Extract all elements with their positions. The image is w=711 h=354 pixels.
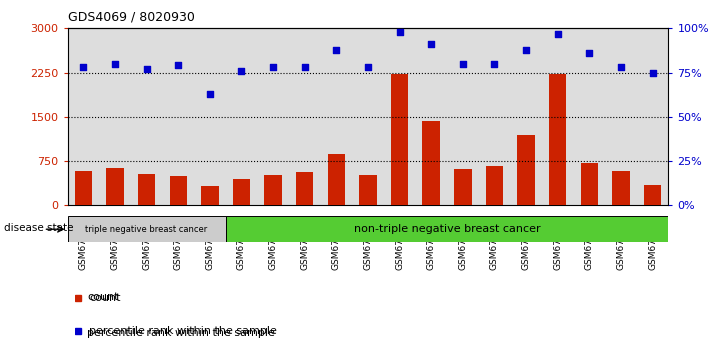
Bar	[510, 28, 542, 205]
Bar	[201, 187, 218, 205]
Point	[457, 61, 469, 67]
Bar	[162, 28, 194, 205]
Text: disease state: disease state	[4, 223, 73, 233]
Bar	[289, 28, 321, 205]
Bar	[131, 28, 162, 205]
Point	[488, 61, 500, 67]
Bar	[518, 135, 535, 205]
Point	[173, 63, 184, 68]
Bar	[479, 28, 510, 205]
Bar	[644, 185, 661, 205]
Bar	[68, 216, 225, 242]
Bar	[328, 154, 345, 205]
Text: triple negative breast cancer: triple negative breast cancer	[85, 225, 208, 234]
Bar	[384, 28, 415, 205]
Point	[647, 70, 658, 75]
Bar	[549, 74, 567, 205]
Bar	[574, 28, 605, 205]
Point	[520, 47, 532, 52]
Point	[362, 64, 374, 70]
Point	[299, 64, 311, 70]
Bar	[359, 175, 377, 205]
Bar	[225, 28, 257, 205]
Bar	[352, 28, 384, 205]
Point	[552, 31, 563, 36]
Point	[77, 64, 89, 70]
Point	[204, 91, 215, 97]
Point	[331, 47, 342, 52]
Bar	[605, 28, 637, 205]
Point	[109, 61, 121, 67]
Text: non-triple negative breast cancer: non-triple negative breast cancer	[353, 224, 540, 234]
Text: GDS4069 / 8020930: GDS4069 / 8020930	[68, 10, 194, 23]
Bar	[454, 169, 471, 205]
Bar	[296, 172, 314, 205]
Bar	[542, 28, 574, 205]
Bar	[264, 175, 282, 205]
Bar	[138, 174, 155, 205]
Point	[394, 29, 405, 35]
Bar	[415, 28, 447, 205]
Text: count: count	[87, 292, 119, 302]
Bar	[225, 216, 668, 242]
Point	[267, 64, 279, 70]
Bar	[321, 28, 352, 205]
Point	[584, 50, 595, 56]
Bar	[106, 167, 124, 205]
Bar	[391, 74, 408, 205]
Bar	[637, 28, 668, 205]
Text: count: count	[89, 292, 120, 303]
Point	[425, 41, 437, 47]
Bar	[75, 171, 92, 205]
Point	[141, 66, 152, 72]
Bar	[612, 171, 630, 205]
Bar	[422, 121, 440, 205]
Bar	[99, 28, 131, 205]
Bar	[68, 28, 99, 205]
Text: percentile rank within the sample: percentile rank within the sample	[89, 326, 277, 336]
Bar	[232, 179, 250, 205]
Point	[615, 64, 626, 70]
Point	[236, 68, 247, 74]
Text: percentile rank within the sample: percentile rank within the sample	[87, 328, 275, 338]
Bar	[486, 166, 503, 205]
Bar	[169, 176, 187, 205]
Bar	[581, 163, 598, 205]
Bar	[257, 28, 289, 205]
Bar	[194, 28, 225, 205]
Bar	[447, 28, 479, 205]
